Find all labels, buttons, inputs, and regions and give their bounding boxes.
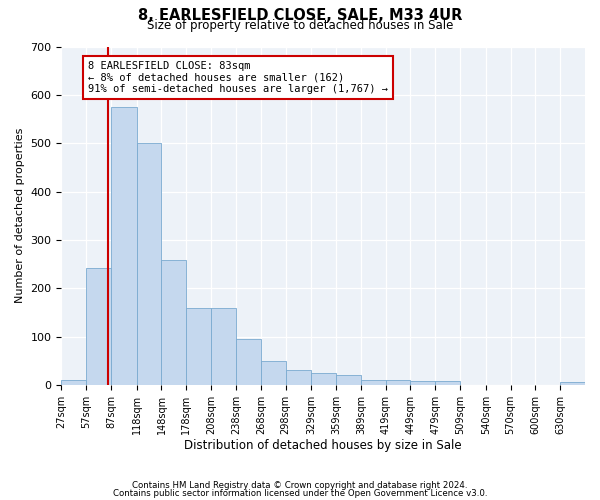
Bar [410, 381, 435, 385]
Bar [311, 373, 336, 385]
Bar [361, 380, 386, 385]
Text: Contains public sector information licensed under the Open Government Licence v3: Contains public sector information licen… [113, 488, 487, 498]
Bar [386, 380, 410, 385]
Bar [187, 308, 211, 385]
Bar [137, 143, 161, 385]
Bar [111, 107, 137, 385]
Bar [161, 260, 187, 385]
Bar [236, 339, 261, 385]
Y-axis label: Number of detached properties: Number of detached properties [15, 128, 25, 304]
Bar [286, 370, 311, 385]
X-axis label: Distribution of detached houses by size in Sale: Distribution of detached houses by size … [184, 440, 462, 452]
Text: 8, EARLESFIELD CLOSE, SALE, M33 4UR: 8, EARLESFIELD CLOSE, SALE, M33 4UR [138, 8, 462, 22]
Bar [261, 360, 286, 385]
Bar [560, 382, 585, 385]
Text: Size of property relative to detached houses in Sale: Size of property relative to detached ho… [147, 18, 453, 32]
Bar [86, 268, 111, 385]
Text: 8 EARLESFIELD CLOSE: 83sqm
← 8% of detached houses are smaller (162)
91% of semi: 8 EARLESFIELD CLOSE: 83sqm ← 8% of detac… [88, 61, 388, 94]
Bar [435, 381, 460, 385]
Bar [211, 308, 236, 385]
Text: Contains HM Land Registry data © Crown copyright and database right 2024.: Contains HM Land Registry data © Crown c… [132, 481, 468, 490]
Bar [61, 380, 86, 385]
Bar [336, 375, 361, 385]
